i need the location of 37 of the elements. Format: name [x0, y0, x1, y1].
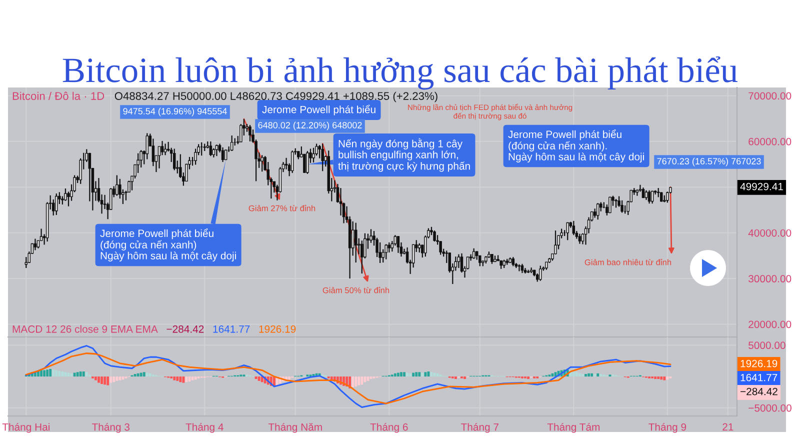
text: 1926.19: [740, 360, 778, 368]
annotation: 7670.23 (16.57%) 767023: [657, 158, 761, 166]
annotation: Giảm 50% từ đỉnh: [322, 286, 390, 294]
chart-subtitle: Bitcoin / Đô la · 1D: [12, 92, 104, 100]
x-tick-label: Tháng Tám: [547, 422, 600, 433]
text: 49929.41: [740, 182, 783, 190]
text: 1641.77: [740, 374, 778, 382]
annotation: 9475.54 (16.96%) 945554: [123, 108, 227, 116]
text: −284.42: [740, 388, 778, 396]
y-tick-label: 30000.00: [748, 275, 792, 282]
x-tick-label: Tháng Hai: [2, 422, 50, 433]
x-tick-label: Tháng 4: [186, 422, 224, 433]
chart-title: MACD 12 26 close 9 EMA EMA: [12, 325, 158, 333]
annotation: Jerome Powell phát biểu: [262, 104, 376, 116]
text: −284.42: [166, 325, 204, 333]
annotation: 6480.02 (12.20%) 648002: [258, 122, 362, 130]
annotation: Jerome Powell phát biểu (đóng cửa nến xanh) Ngày hôm sau là một cây doji: [100, 228, 236, 262]
annotation: Giảm 27% từ đỉnh: [248, 204, 316, 212]
annotation: Jerome Powell phát biểu (đóng cửa nến xanh). Ngày hôm sau là một cây doji: [508, 130, 644, 162]
x-tick-label: Tháng 7: [461, 422, 498, 433]
x-tick-label: Tháng 3: [92, 422, 130, 433]
annotation: Giảm bao nhiêu từ đỉnh: [584, 258, 672, 266]
x-tick-label: Tháng Năm: [268, 422, 322, 433]
y-tick-label: 20000.00: [748, 320, 792, 328]
y-tick-label: 5000.00: [748, 342, 786, 350]
text: 1641.77: [213, 325, 250, 333]
y-tick-label: 40000.00: [748, 229, 792, 237]
y-tick-label: 70000.00: [748, 92, 792, 100]
x-tick-label: Tháng 6: [370, 422, 408, 433]
x-tick-label: Tháng 9: [648, 422, 686, 433]
annotation: Nến ngày đóng bằng 1 cây bullish engulfing xanh lớn, thị trường cực kỳ hưng phấn: [338, 138, 470, 172]
y-tick-label: 60000.00: [748, 138, 792, 146]
annotation: O48834.27 H50000.00 L48620.73 C49929.41 +1089.55 (+2.23%): [114, 92, 438, 102]
y-tick-label: −5000.00: [748, 404, 792, 412]
chart-title: Bitcoin luôn bi ảnh hưởng sau các bài phát biểu: [62, 56, 738, 90]
x-tick-label: 21: [722, 423, 734, 430]
text: 1926.19: [259, 325, 296, 333]
